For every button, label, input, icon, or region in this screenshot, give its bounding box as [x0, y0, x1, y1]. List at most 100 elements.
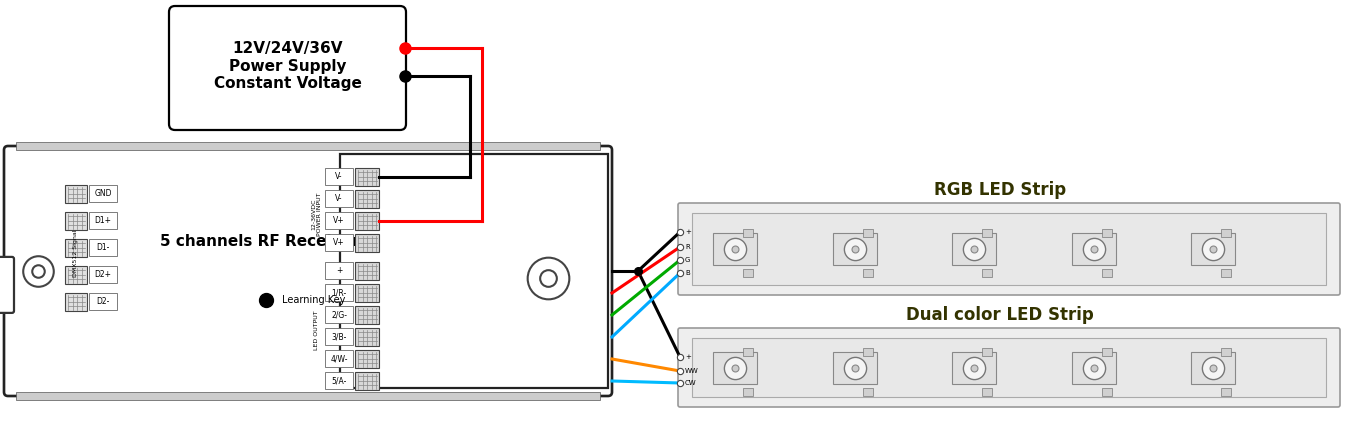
- Bar: [1222, 229, 1231, 237]
- Text: 12V/24V/36V
Power Supply
Constant Voltage: 12V/24V/36V Power Supply Constant Voltag…: [213, 41, 362, 91]
- Bar: [982, 269, 993, 277]
- Bar: [16, 392, 599, 400]
- Bar: [862, 229, 873, 237]
- Bar: [1102, 229, 1112, 237]
- Bar: [89, 266, 117, 283]
- Bar: [1192, 352, 1235, 384]
- Bar: [325, 262, 353, 279]
- FancyBboxPatch shape: [0, 257, 14, 313]
- Bar: [743, 388, 753, 396]
- Bar: [982, 347, 993, 356]
- Text: V-: V-: [335, 172, 343, 181]
- Text: 2/G-: 2/G-: [331, 310, 347, 319]
- Text: LED OUTPUT: LED OUTPUT: [315, 310, 320, 350]
- Text: D1-: D1-: [96, 243, 110, 252]
- Bar: [743, 229, 753, 237]
- Bar: [65, 266, 87, 284]
- Bar: [355, 328, 378, 346]
- Bar: [833, 352, 876, 384]
- Text: 1/R-: 1/R-: [331, 288, 347, 297]
- Text: B: B: [685, 270, 690, 276]
- Bar: [1102, 269, 1112, 277]
- Bar: [355, 262, 378, 280]
- Text: DMX512 Signal: DMX512 Signal: [73, 229, 79, 277]
- Bar: [743, 269, 753, 277]
- Bar: [65, 239, 87, 257]
- Bar: [862, 347, 873, 356]
- FancyBboxPatch shape: [340, 154, 607, 388]
- Bar: [1071, 233, 1116, 265]
- Bar: [325, 168, 353, 185]
- Bar: [862, 269, 873, 277]
- Bar: [1071, 352, 1116, 384]
- Bar: [355, 306, 378, 324]
- Text: V+: V+: [334, 238, 344, 247]
- Bar: [713, 352, 757, 384]
- Text: V-: V-: [335, 194, 343, 203]
- Bar: [982, 229, 993, 237]
- Text: CW: CW: [685, 380, 697, 386]
- Text: D2+: D2+: [95, 270, 111, 279]
- Bar: [355, 190, 378, 208]
- Bar: [743, 347, 753, 356]
- FancyBboxPatch shape: [170, 6, 405, 130]
- Bar: [325, 234, 353, 251]
- Bar: [1102, 347, 1112, 356]
- Text: Dual color LED Strip: Dual color LED Strip: [906, 306, 1094, 324]
- Bar: [355, 212, 378, 230]
- Bar: [89, 239, 117, 256]
- Bar: [1222, 347, 1231, 356]
- Bar: [713, 233, 757, 265]
- Text: 5/A-: 5/A-: [331, 376, 347, 385]
- Text: D1+: D1+: [95, 216, 111, 225]
- Text: +: +: [336, 266, 342, 275]
- FancyBboxPatch shape: [4, 146, 612, 396]
- Bar: [325, 190, 353, 207]
- Text: +: +: [685, 354, 690, 360]
- Bar: [325, 372, 353, 389]
- Bar: [65, 293, 87, 311]
- Text: 5 channels RF Receiver: 5 channels RF Receiver: [160, 235, 359, 249]
- Bar: [65, 185, 87, 203]
- Text: D2-: D2-: [96, 297, 110, 306]
- Bar: [833, 233, 876, 265]
- Bar: [982, 388, 993, 396]
- Bar: [1102, 388, 1112, 396]
- Bar: [952, 352, 997, 384]
- Bar: [89, 185, 117, 202]
- FancyBboxPatch shape: [678, 203, 1340, 295]
- Bar: [355, 168, 378, 186]
- Text: 3/B-: 3/B-: [331, 332, 347, 341]
- Text: 4/W-: 4/W-: [331, 354, 347, 363]
- Bar: [355, 284, 378, 302]
- Bar: [355, 350, 378, 368]
- Bar: [89, 212, 117, 229]
- Bar: [325, 328, 353, 345]
- Bar: [692, 213, 1326, 285]
- Bar: [1222, 388, 1231, 396]
- Text: +: +: [685, 229, 690, 235]
- Bar: [355, 372, 378, 390]
- Bar: [65, 212, 87, 230]
- Text: WW: WW: [685, 368, 698, 374]
- Bar: [692, 338, 1326, 397]
- Bar: [1192, 233, 1235, 265]
- Bar: [325, 306, 353, 323]
- Bar: [16, 142, 599, 150]
- Bar: [952, 233, 997, 265]
- Bar: [89, 293, 117, 310]
- Bar: [325, 350, 353, 367]
- Bar: [862, 388, 873, 396]
- Text: Learning Key: Learning Key: [282, 295, 346, 305]
- Text: R: R: [685, 244, 690, 250]
- Bar: [325, 212, 353, 229]
- Text: G: G: [685, 257, 690, 263]
- Bar: [1222, 269, 1231, 277]
- Text: V+: V+: [334, 216, 344, 225]
- Text: RGB LED Strip: RGB LED Strip: [934, 181, 1066, 199]
- FancyBboxPatch shape: [678, 328, 1340, 407]
- Bar: [355, 234, 378, 252]
- Text: GND: GND: [95, 189, 111, 198]
- Text: 12-36VDC
POWER INPUT: 12-36VDC POWER INPUT: [312, 192, 323, 236]
- Bar: [325, 284, 353, 301]
